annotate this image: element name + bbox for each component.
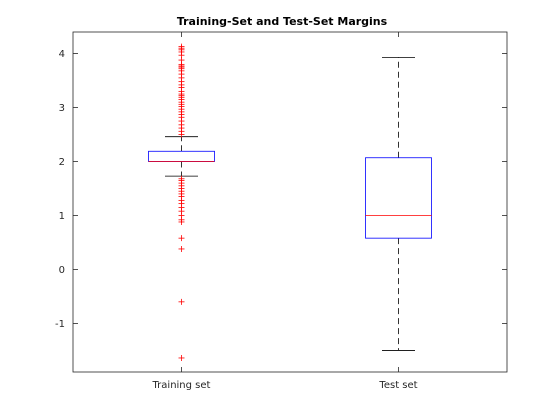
y-tick-label: 4 xyxy=(59,49,65,60)
x-tick-label: Test set xyxy=(378,380,417,391)
boxes-layer xyxy=(148,43,432,361)
outlier-point xyxy=(178,354,185,361)
y-tick-label: 2 xyxy=(59,157,65,168)
y-tick-label: 0 xyxy=(59,265,65,276)
outlier-point xyxy=(178,245,185,252)
x-axis: Training set Test set xyxy=(152,32,418,391)
y-tick-label: 1 xyxy=(59,211,65,222)
box-group xyxy=(365,56,432,351)
chart-title: Training-Set and Test-Set Margins xyxy=(177,15,388,28)
x-tick-label: Training set xyxy=(152,380,211,391)
y-tick-label: -1 xyxy=(55,319,65,330)
outlier-point xyxy=(178,298,185,305)
outlier-point xyxy=(178,235,185,242)
axes-frame xyxy=(72,31,508,373)
iqr-box xyxy=(365,157,432,239)
box-group xyxy=(148,43,215,361)
iqr-box xyxy=(148,150,215,162)
y-tick-label: 3 xyxy=(59,103,65,114)
outlier-point xyxy=(178,218,185,225)
y-axis: -1 0 1 2 3 4 xyxy=(55,49,507,330)
outlier-point xyxy=(178,131,185,138)
